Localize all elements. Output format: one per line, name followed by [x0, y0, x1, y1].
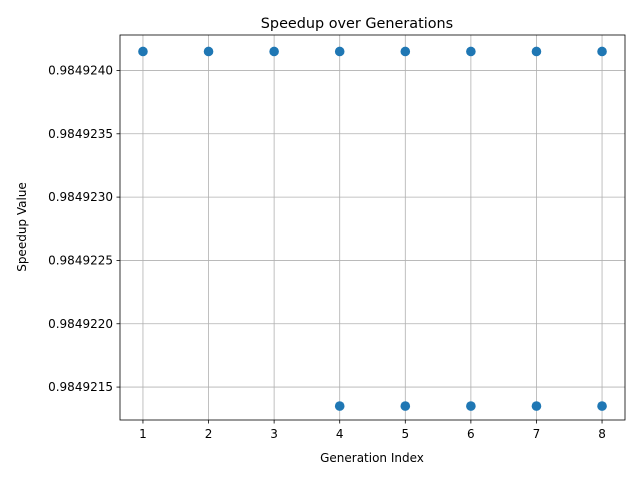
data-point — [400, 401, 411, 411]
data-point — [138, 46, 148, 57]
chart-title: Speedup over Generations — [261, 16, 453, 32]
x-axis-ticks: 1 2 3 4 5 6 7 8 — [139, 420, 606, 441]
data-point — [466, 401, 476, 411]
y-tick-label: 0.9849230 — [48, 190, 113, 204]
y-tick-label: 0.9849220 — [48, 317, 113, 331]
data-point — [334, 401, 345, 411]
x-tick-label: 3 — [270, 427, 278, 441]
x-tick-label: 8 — [598, 427, 606, 441]
y-tick-label: 0.9849225 — [48, 253, 113, 267]
data-point — [203, 46, 214, 57]
y-axis-ticks: 0.9849215 0.9849220 0.9849225 0.9849230 0.98… — [48, 63, 120, 394]
data-point — [531, 46, 542, 57]
y-tick-label: 0.9849235 — [48, 127, 113, 141]
x-tick-label: 5 — [401, 427, 409, 441]
grid-lines — [120, 35, 625, 420]
data-point — [597, 401, 607, 411]
y-tick-label: 0.9849240 — [48, 63, 113, 77]
data-point — [269, 46, 279, 57]
plot-frame — [119, 34, 626, 421]
data-points — [138, 46, 607, 411]
data-point — [531, 401, 542, 411]
x-tick-label: 7 — [533, 427, 541, 441]
x-axis-label: Generation Index — [320, 451, 424, 465]
data-point — [334, 46, 345, 57]
data-point — [466, 46, 476, 57]
x-tick-label: 2 — [205, 427, 213, 441]
data-point — [400, 46, 411, 57]
data-point — [597, 46, 607, 57]
x-tick-label: 6 — [467, 427, 475, 441]
y-axis-label: Speedup Value — [15, 182, 29, 272]
y-tick-label: 0.9849215 — [48, 380, 113, 394]
x-tick-label: 1 — [139, 427, 147, 441]
x-tick-label: 4 — [336, 427, 344, 441]
